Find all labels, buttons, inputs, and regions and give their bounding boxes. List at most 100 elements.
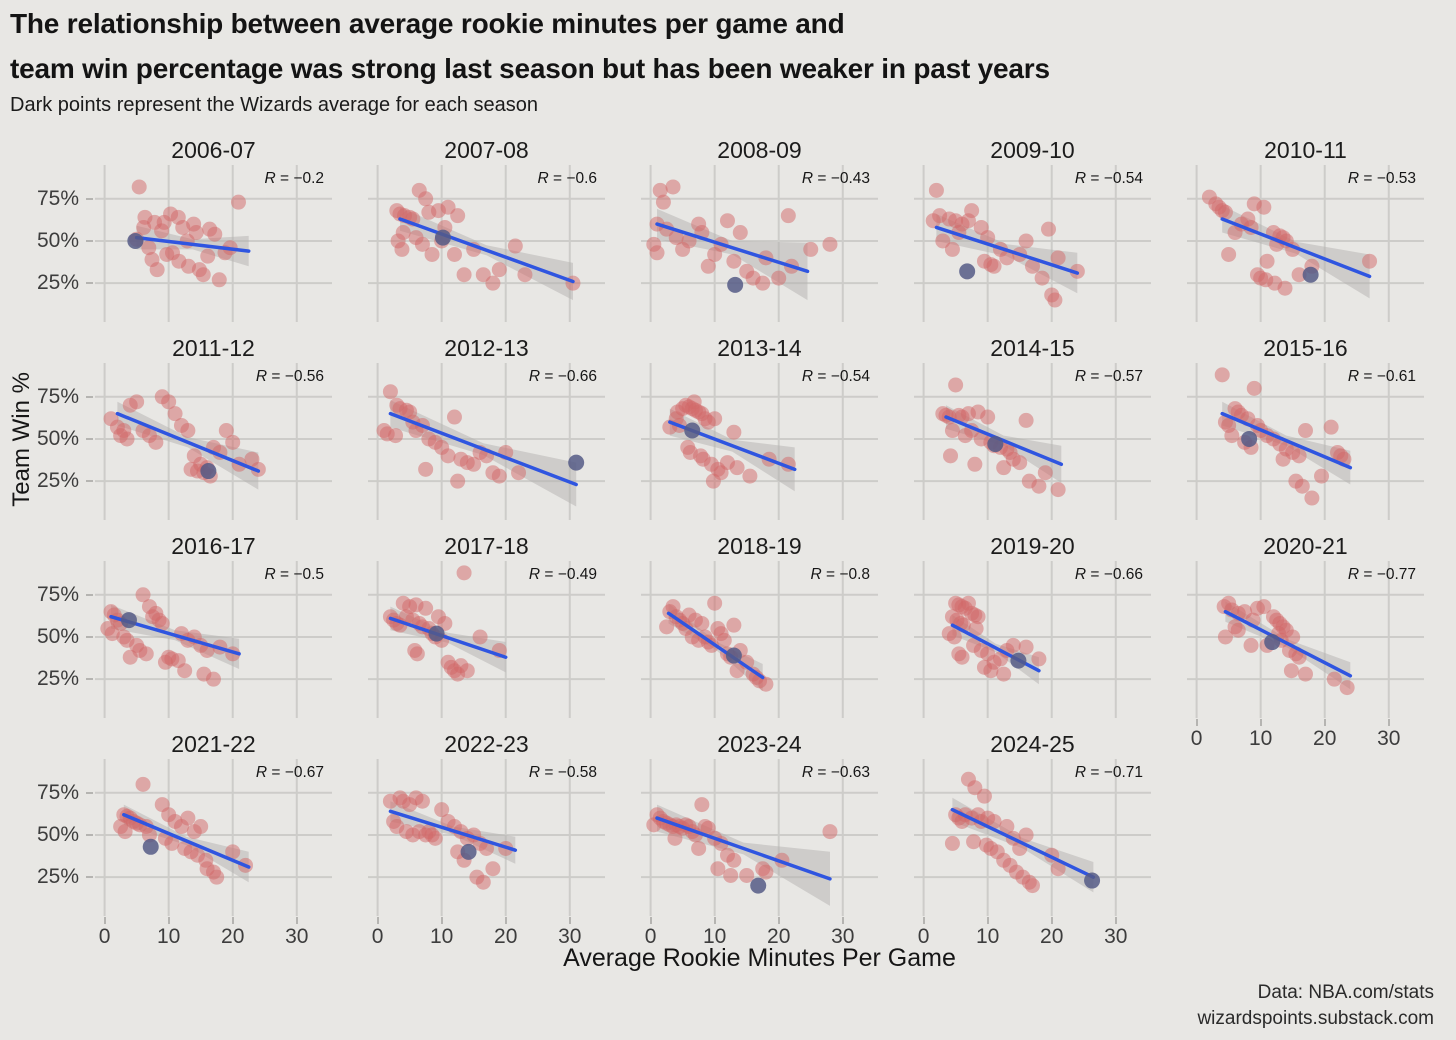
facet-panel: R = −0.49 [368,561,605,718]
scatter-point [822,824,838,840]
facet-2018-19: 2018-19 R = −0.8 [641,534,878,718]
x-tick-label: 0 [917,925,930,948]
scatter-point [1246,380,1262,396]
scatter-point [148,434,164,450]
facet-title: 2018-19 [717,533,802,559]
scatter-point [771,270,787,286]
y-tick-mark [86,791,93,794]
scatter-point [943,448,959,464]
scatter-point [948,377,964,393]
facet-panel: R = −0.2 75% 50% 25% [37,165,332,322]
scatter-point [472,629,488,645]
correlation-label: R = −0.54 [802,368,870,386]
facet-2013-14: 2013-14 R = −0.54 [641,336,878,520]
y-tick-label: 25% [36,667,79,691]
scatter-point [1025,258,1040,274]
scatter-point [1294,478,1310,494]
facet-title: 2010-11 [1264,137,1347,163]
scatter-point [1304,490,1320,506]
scatter-point [440,199,456,215]
scatter-point [1256,199,1272,215]
scatter-point [517,267,533,283]
correlation-label-prefix: R [810,566,822,583]
scatter-point [136,219,152,235]
scatter-point [154,615,170,631]
facet-panel: R = −0.8 [641,561,878,718]
scatter-point [1018,412,1034,428]
correlation-label-value: = −0.43 [813,170,870,187]
scatter-point [742,468,758,484]
correlation-label-prefix: R [528,764,541,781]
scatter-point [491,468,507,484]
scatter-point [694,797,710,813]
scatter-point [986,258,1002,274]
scatter-point [694,615,710,631]
scatter-point [382,384,398,400]
facet-title: 2006-07 [171,137,256,163]
x-tick-label: 30 [1104,925,1128,948]
correlation-label-prefix: R [528,368,541,385]
correlation-label: R = −0.49 [529,566,597,584]
y-tick-mark [86,282,93,285]
x-tick-mark [841,917,844,924]
facet-2009-10: 2009-10 R = −0.54 [914,138,1151,322]
scatter-point [1259,253,1275,269]
scatter-point [218,423,234,439]
correlation-label-prefix: R [255,368,268,385]
x-tick-mark [295,917,298,924]
scatter-point [1221,246,1237,262]
facet-plot [914,165,1151,322]
facet-plot [641,561,878,718]
x-tick-mark [167,917,170,924]
wizards-point [1264,634,1281,651]
y-tick-mark [86,437,93,440]
scatter-point [177,663,193,679]
scatter-point [822,236,838,252]
wizards-point [200,463,217,480]
correlation-label-prefix: R [528,566,541,583]
scatter-point [511,465,527,481]
facet-2014-15: 2014-15 R = −0.57 [914,336,1151,520]
wizards-point [568,454,585,471]
scatter-point [946,629,962,645]
scatter-point [200,248,216,264]
facet-title: 2021-22 [171,731,256,757]
facet-2016-17: 2016-17 R = −0.5 75% 50% 25% [37,534,332,718]
trend-line [1223,609,1353,678]
scatter-point [122,649,138,665]
facet-title: 2011-12 [172,335,255,361]
facet-title: 2013-14 [717,335,802,361]
scatter-point [424,246,440,262]
facet-2024-25: 2024-25 R = −0.71 0 10 20 30 [914,732,1151,948]
x-tick-label: 0 [371,925,384,948]
correlation-label-value: = −0.66 [540,368,597,385]
x-tick-label: 30 [831,925,855,948]
trend-line [388,809,518,852]
correlation-label: R = −0.43 [802,170,870,188]
scatter-point [758,864,774,880]
trend-line [122,812,251,869]
facet-2020-21: 2020-21 R = −0.77 0 10 20 30 [1187,534,1424,750]
facet-plot [1187,363,1424,520]
correlation-label: R = −0.66 [529,368,597,386]
correlation-label-value: = −0.56 [267,368,324,385]
correlation-label-value: = −0.71 [1086,764,1143,781]
correlation-label-prefix: R [1074,566,1087,583]
scatter-point [968,621,984,637]
scatter-point [1224,428,1240,444]
scatter-point [755,275,771,291]
facet-title: 2019-20 [990,533,1075,559]
scatter-point [996,460,1012,476]
scatter-point [758,676,774,692]
scatter-point [780,208,796,224]
scatter-point [1031,651,1047,667]
x-tick-label: 30 [285,925,309,948]
scatter-point [135,776,151,792]
correlation-label: R = −0.67 [256,764,324,782]
y-tick-label: 50% [36,228,79,252]
facet-title: 2014-15 [990,335,1075,361]
scatter-point [707,595,723,611]
scatter-point [1275,451,1291,467]
trend-line [398,217,575,284]
x-tick-label: 30 [1377,727,1401,750]
